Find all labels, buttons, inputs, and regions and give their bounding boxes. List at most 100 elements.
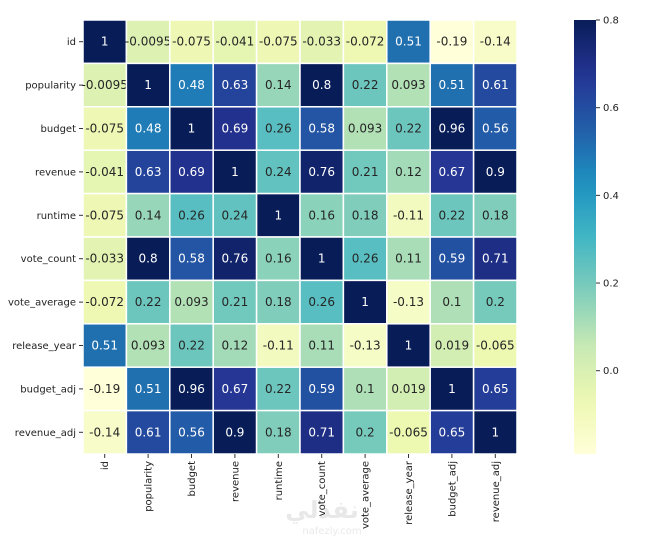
heatmap-cell bbox=[82, 279, 128, 325]
cell-value-label: -0.0095 bbox=[125, 35, 171, 49]
cell-value-label: 0.11 bbox=[308, 339, 335, 353]
watermark: نفذلي nafezly.com bbox=[285, 496, 361, 537]
heatmap-cell bbox=[342, 366, 388, 412]
cell-value-label: 0.56 bbox=[482, 122, 509, 136]
heatmap-cell bbox=[212, 323, 258, 368]
cell-value-label: -0.075 bbox=[85, 208, 124, 222]
cell-value-label: -0.11 bbox=[263, 339, 294, 353]
y-tick-label: release_year bbox=[12, 341, 77, 352]
cell-value-label: -0.033 bbox=[302, 35, 341, 49]
cell-value-label: 0.59 bbox=[308, 382, 335, 396]
cell-value-label: 0.76 bbox=[222, 252, 249, 266]
cell-value-label: 1 bbox=[318, 252, 326, 266]
cell-value-label: 0.1 bbox=[442, 295, 461, 309]
cell-value-label: -0.13 bbox=[350, 339, 381, 353]
cell-value-label: 0.22 bbox=[352, 78, 379, 92]
cell-value-label: 0.65 bbox=[482, 382, 509, 396]
heatmap-cell bbox=[299, 279, 345, 325]
cell-value-label: -0.072 bbox=[85, 295, 124, 309]
heatmap-cell bbox=[299, 62, 345, 108]
cell-value-label: 0.1 bbox=[356, 382, 375, 396]
cell-value-label: 0.67 bbox=[439, 165, 466, 179]
heatmap-cell bbox=[82, 236, 128, 282]
y-tick-label: revenue_adj bbox=[15, 428, 76, 439]
cell-value-label: -0.075 bbox=[85, 122, 124, 136]
cell-value-label: 1 bbox=[144, 78, 152, 92]
cell-value-label: 0.019 bbox=[391, 382, 425, 396]
y-tick-label: id bbox=[67, 37, 76, 48]
cell-value-label: 0.16 bbox=[308, 208, 335, 222]
cell-value-label: 0.093 bbox=[174, 295, 208, 309]
cell-value-label: 0.2 bbox=[356, 425, 375, 439]
cell-value-label: -0.065 bbox=[476, 339, 515, 353]
heatmap-cell bbox=[299, 409, 345, 455]
heatmap-cell bbox=[255, 236, 301, 282]
cell-value-label: 0.093 bbox=[348, 122, 382, 136]
colorbar-tick-label: 0.6 bbox=[603, 103, 619, 114]
x-tick-labels: id popularity budget revenue runtime vote_cou… bbox=[100, 454, 502, 529]
cell-value-label: 0.16 bbox=[265, 252, 292, 266]
cell-value-label: 0.58 bbox=[308, 122, 335, 136]
cell-value-label: 1 bbox=[231, 165, 239, 179]
cell-value-label: 0.18 bbox=[265, 425, 292, 439]
heatmap-cell bbox=[386, 366, 431, 412]
y-tick-label: budget bbox=[41, 124, 77, 135]
cell-value-label: 0.26 bbox=[265, 122, 292, 136]
heatmap-cell bbox=[299, 323, 345, 368]
heatmap-cell bbox=[125, 366, 171, 412]
cell-value-label: -0.033 bbox=[85, 252, 124, 266]
cell-value-label: 0.8 bbox=[312, 78, 331, 92]
heatmap-cell bbox=[125, 106, 171, 151]
y-tick-label: vote_average bbox=[8, 298, 76, 309]
x-tick-label: revenue bbox=[230, 461, 241, 502]
cell-value-label: 0.61 bbox=[135, 425, 162, 439]
cell-value-label: 0.96 bbox=[178, 382, 205, 396]
cell-value-label: 0.63 bbox=[135, 165, 162, 179]
cell-value-label: 0.24 bbox=[222, 208, 249, 222]
heatmap-cell bbox=[386, 192, 431, 238]
heatmap-cell bbox=[342, 149, 388, 195]
heatmap-cell bbox=[386, 279, 431, 325]
y-tick-label: revenue bbox=[35, 167, 76, 178]
heatmap-cells: 1 -0.0095 -0.075 -0.041 -0.075 -0.033 -0.072 0.… bbox=[82, 19, 518, 455]
heatmap-cell bbox=[342, 409, 388, 455]
cell-value-label: 0.48 bbox=[178, 78, 205, 92]
cell-value-label: 0.093 bbox=[391, 78, 425, 92]
heatmap-cell bbox=[386, 409, 431, 455]
colorbar-gradient bbox=[574, 20, 596, 454]
watermark-latin: nafezly.com bbox=[302, 526, 361, 537]
x-tick-label: revenue_adj bbox=[491, 461, 502, 522]
cell-value-label: -0.065 bbox=[389, 425, 428, 439]
cell-value-label: -0.041 bbox=[85, 165, 124, 179]
cell-value-label: 0.22 bbox=[439, 208, 466, 222]
watermark-arabic: نفذلي bbox=[285, 496, 358, 524]
cell-value-label: 0.59 bbox=[439, 252, 466, 266]
heatmap-cell bbox=[212, 236, 258, 282]
cell-value-label: 0.51 bbox=[135, 382, 162, 396]
heatmap-cell bbox=[125, 62, 171, 108]
cell-value-label: 0.69 bbox=[222, 122, 249, 136]
x-tick-label: id bbox=[100, 461, 111, 470]
heatmap-cell bbox=[429, 366, 475, 412]
colorbar-tick-label: 0.8 bbox=[603, 16, 619, 27]
heatmap-cell bbox=[82, 149, 128, 195]
cell-value-label: 0.69 bbox=[178, 165, 205, 179]
heatmap-cell bbox=[169, 106, 214, 151]
y-tick-labels: id popularity budget revenue runtime vote_cou… bbox=[8, 37, 83, 439]
cell-value-label: 0.76 bbox=[308, 165, 335, 179]
cell-value-label: 0.96 bbox=[439, 122, 466, 136]
cell-value-label: 0.22 bbox=[395, 122, 422, 136]
cell-value-label: 0.63 bbox=[222, 78, 249, 92]
cell-value-label: 0.14 bbox=[265, 78, 292, 92]
heatmap-cell bbox=[299, 236, 345, 282]
y-tick-label: vote_count bbox=[21, 254, 76, 265]
cell-value-label: 1 bbox=[101, 35, 109, 49]
y-tick-label: runtime bbox=[37, 211, 76, 222]
cell-value-label: 0.12 bbox=[395, 165, 422, 179]
heatmap-cell bbox=[125, 192, 171, 238]
x-tick-label: vote_count bbox=[317, 461, 328, 516]
cell-value-label: 0.58 bbox=[178, 252, 205, 266]
cell-value-label: 0.8 bbox=[139, 252, 158, 266]
cell-value-label: -0.14 bbox=[480, 35, 511, 49]
colorbar-tick-label: 0.0 bbox=[603, 366, 619, 377]
